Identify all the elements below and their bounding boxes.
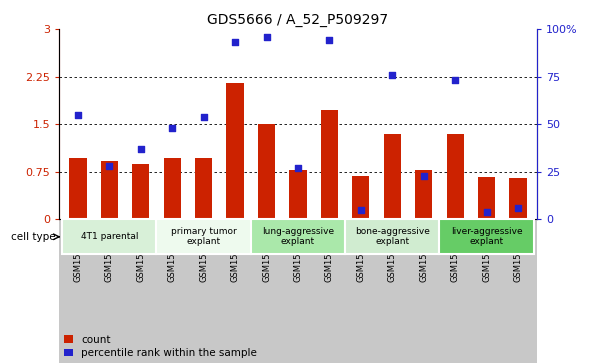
Point [513, 205, 523, 211]
Point [230, 40, 240, 45]
Point [293, 165, 303, 171]
Point [450, 78, 460, 83]
Point [168, 125, 177, 131]
Bar [62, 220, 156, 254]
Point [356, 207, 366, 213]
Bar [509, 178, 527, 220]
Bar [195, 158, 212, 220]
Point [73, 112, 83, 118]
Point [482, 209, 491, 215]
Text: bone-aggressive
explant: bone-aggressive explant [355, 227, 430, 246]
Bar [384, 134, 401, 220]
Bar [132, 164, 149, 220]
Text: lung-aggressive
explant: lung-aggressive explant [262, 227, 334, 246]
Bar [251, 220, 345, 254]
Bar [163, 158, 181, 220]
Bar [345, 220, 440, 254]
Point [199, 114, 208, 119]
Point [262, 34, 271, 40]
Bar [258, 124, 275, 220]
Bar [415, 170, 432, 220]
Bar [478, 177, 495, 220]
Bar [101, 161, 118, 220]
Bar [227, 83, 244, 220]
Text: primary tumor
explant: primary tumor explant [171, 227, 237, 246]
Bar [352, 176, 369, 220]
Point [104, 163, 114, 169]
Legend: count, percentile rank within the sample: count, percentile rank within the sample [64, 335, 257, 358]
Bar [289, 170, 307, 220]
Title: GDS5666 / A_52_P509297: GDS5666 / A_52_P509297 [208, 13, 388, 26]
Point [324, 37, 334, 43]
Bar [69, 158, 87, 220]
Bar [156, 220, 251, 254]
Bar [447, 134, 464, 220]
Bar [59, 220, 537, 363]
Point [136, 146, 146, 152]
Point [388, 72, 397, 78]
Bar [321, 110, 338, 220]
Text: cell type: cell type [11, 232, 56, 242]
Point [419, 173, 428, 179]
Text: 4T1 parental: 4T1 parental [81, 232, 138, 241]
Text: liver-aggressive
explant: liver-aggressive explant [451, 227, 522, 246]
Bar [440, 220, 534, 254]
